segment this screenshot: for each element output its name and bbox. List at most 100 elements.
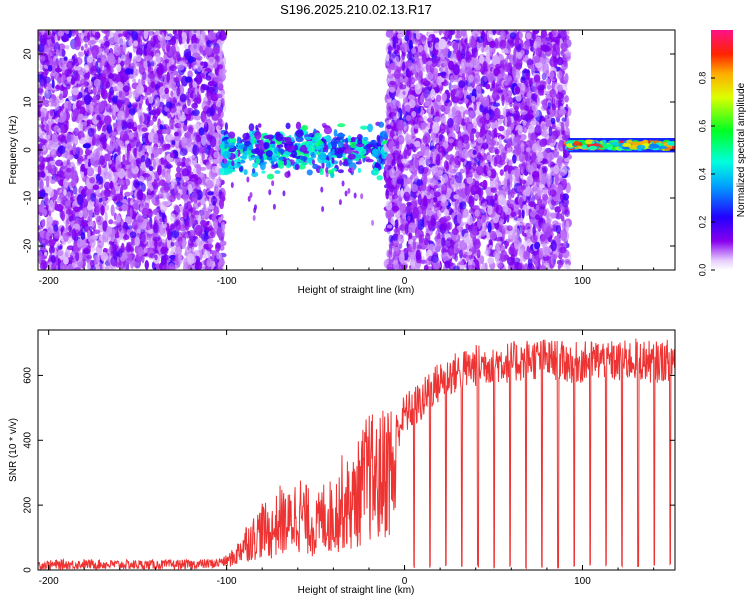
heatmap-cell: [122, 30, 129, 38]
heatmap-cell: [133, 40, 139, 47]
heatmap-cell: [105, 103, 112, 113]
heatmap-cell: [331, 167, 338, 172]
heatmap-cell: [204, 115, 208, 127]
heatmap-cell: [65, 148, 71, 161]
heatmap-cell: [117, 36, 126, 46]
heatmap-cell: [82, 143, 91, 149]
heatmap-cell: [156, 108, 161, 116]
heatmap-cell: [376, 134, 381, 143]
heatmap-cell: [45, 86, 49, 94]
heatmap-cell: [344, 190, 348, 197]
heatmap-cell: [231, 160, 235, 167]
heatmap-cell: [41, 218, 46, 228]
heatmap-cell: [150, 81, 155, 89]
heatmap-cell: [342, 152, 346, 159]
heatmap-cell: [188, 30, 192, 41]
heatmap-cell: [115, 213, 121, 223]
heatmap-cell: [233, 158, 242, 164]
heatmap-cell: [134, 236, 140, 247]
heatmap-cell: [331, 156, 335, 165]
heatmap-cell: [140, 182, 146, 192]
heatmap-cell: [242, 151, 248, 160]
heatmap-cell: [66, 245, 75, 251]
heatmap-cell: [83, 35, 89, 43]
heatmap-cell: [312, 163, 319, 170]
heatmap-cell: [96, 89, 101, 96]
heatmap-cell: [176, 192, 181, 201]
heatmap-cell: [123, 97, 130, 106]
heatmap-cell: [173, 219, 179, 227]
heatmap-cell: [148, 96, 154, 104]
heatmap-cell: [143, 60, 148, 69]
heatmap-cell: [72, 185, 78, 195]
heatmap-cell: [53, 224, 59, 232]
heatmap-cell: [187, 265, 193, 270]
heatmap-cell: [67, 100, 72, 112]
heatmap-cell: [217, 118, 223, 123]
heatmap-cell: [58, 73, 62, 78]
heatmap-cell: [88, 220, 95, 229]
heatmap-cell: [93, 161, 99, 168]
heatmap-cell: [58, 116, 64, 124]
heatmap-cell: [177, 253, 183, 264]
heatmap-cell: [337, 123, 346, 128]
heatmap-cell: [169, 183, 175, 190]
heatmap-cell: [73, 66, 82, 71]
heatmap-cell: [192, 109, 200, 117]
heatmap-cell: [220, 97, 225, 108]
heatmap-cell: [285, 122, 291, 130]
heatmap-cell: [175, 177, 182, 182]
heatmap-cell: [190, 207, 196, 219]
heatmap-cell: [216, 93, 223, 99]
heatmap-cell: [163, 254, 170, 261]
heatmap-cell: [179, 114, 187, 122]
heatmap-cell: [64, 68, 72, 77]
heatmap-cell: [300, 161, 308, 166]
heatmap-cell: [76, 194, 84, 206]
heatmap-cell: [378, 121, 385, 128]
heatmap-cell: [38, 130, 46, 139]
heatmap-cell: [161, 168, 166, 178]
heatmap-cell: [107, 145, 115, 152]
heatmap-cell: [203, 249, 211, 260]
heatmap-cell: [347, 187, 351, 194]
heatmap-cell: [61, 49, 66, 58]
heatmap-cell: [172, 30, 177, 35]
heatmap-cell: [103, 188, 111, 198]
heatmap-cell: [109, 180, 114, 190]
heatmap-cell: [200, 61, 205, 66]
heatmap-cell: [105, 204, 110, 211]
heatmap-cell: [194, 177, 203, 185]
heatmap-cell: [367, 143, 372, 150]
heatmap-cell: [93, 78, 101, 88]
heatmap-cell: [209, 136, 217, 148]
heatmap-cell: [343, 158, 349, 166]
heatmap-cell: [215, 266, 223, 270]
heatmap-cell: [141, 207, 149, 217]
heatmap-cell: [129, 62, 135, 70]
heatmap-cell: [220, 215, 224, 221]
heatmap-cell: [140, 161, 146, 171]
heatmap-cell: [238, 144, 244, 150]
heatmap-cell: [120, 60, 125, 67]
heatmap-cell: [106, 30, 110, 38]
heatmap-cell: [80, 232, 86, 240]
heatmap-cell: [112, 261, 118, 267]
heatmap-cell: [313, 128, 317, 134]
heatmap-cell: [139, 114, 143, 125]
heatmap-cell: [88, 226, 93, 231]
heatmap-cell: [122, 133, 130, 141]
heatmap-cell: [54, 33, 58, 43]
heatmap-cell: [183, 202, 189, 210]
heatmap-cell: [294, 164, 300, 171]
heatmap-cell: [186, 253, 195, 265]
heatmap-cell: [320, 143, 325, 149]
heatmap-cell: [217, 106, 222, 118]
heatmap-cell: [182, 207, 190, 218]
heatmap-cell: [137, 215, 144, 223]
heatmap-cell: [320, 186, 324, 193]
heatmap-cell: [89, 176, 95, 184]
heatmap-cell: [209, 126, 213, 136]
heatmap-cell: [59, 93, 63, 100]
